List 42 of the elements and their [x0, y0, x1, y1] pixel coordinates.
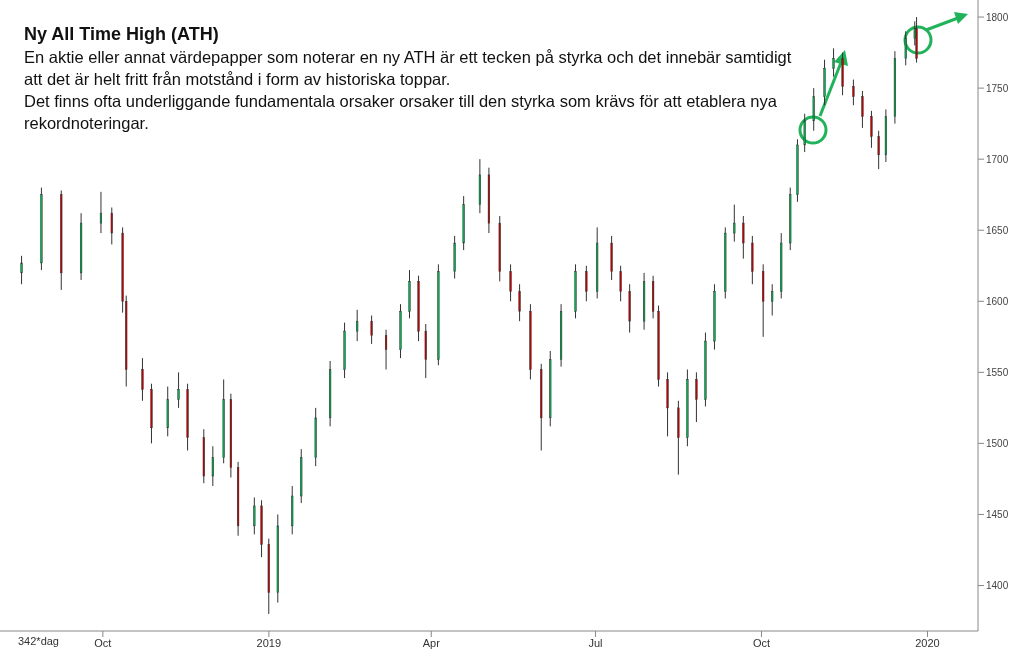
- y-tick-label: 1500: [986, 437, 1009, 449]
- candlestick: [20, 255, 23, 285]
- candlestick: [518, 283, 521, 322]
- text: 342*dag: [18, 635, 59, 647]
- candlestick: [385, 329, 388, 370]
- candlestick: [877, 130, 880, 170]
- y-tick-label: 1550: [986, 366, 1009, 378]
- text: En aktie eller annat värdepapper som noterar en ny ATH är ett tecken på styrka och det innebär samtidigt att det är helt fritt från motstånd i form av historiska toppar. Det finns ofta underliggande fundamentala orsaker orsaker till den styrka som krävs för att etablera nya rekordnoteringar.: [24, 47, 793, 134]
- y-tick-label: 1450: [986, 509, 1009, 521]
- candlestick: [619, 265, 622, 302]
- text: Ny All Time High (ATH): [24, 23, 220, 46]
- candlestick: [141, 357, 144, 402]
- x-tick-label: Jul: [588, 636, 603, 649]
- x-tick-label: Oct: [94, 636, 112, 649]
- candlestick: [695, 371, 698, 423]
- candlestick: [861, 90, 864, 129]
- candlestick: [742, 215, 745, 260]
- candlestick: [585, 265, 588, 302]
- candlestick: [253, 496, 256, 535]
- candlestick: [870, 110, 873, 149]
- candlestick: [356, 309, 359, 342]
- y-tick-label: 1750: [986, 82, 1009, 94]
- candlestick: [771, 283, 774, 316]
- candlestick: [832, 47, 835, 78]
- x-tick-label: 2020: [915, 636, 940, 649]
- candlestick: [904, 30, 907, 66]
- y-tick-label: 1650: [986, 224, 1009, 236]
- candlestick: [509, 263, 512, 302]
- candlestick: [177, 371, 180, 409]
- candlestick: [852, 79, 855, 106]
- x-tick-label: Apr: [422, 636, 441, 649]
- x-tick-label: Oct: [752, 636, 771, 649]
- y-tick-label: 1800: [986, 11, 1009, 23]
- y-tick-label: 1700: [986, 153, 1009, 165]
- y-tick-label: 1400: [986, 580, 1009, 592]
- candlestick: [110, 206, 113, 245]
- candlestick: [733, 204, 736, 243]
- candlestick: [99, 191, 103, 234]
- y-tick-label: 1600: [986, 295, 1009, 307]
- candlestick: [211, 445, 214, 487]
- candlestick: [370, 315, 373, 345]
- x-tick-label: 2019: [256, 636, 282, 649]
